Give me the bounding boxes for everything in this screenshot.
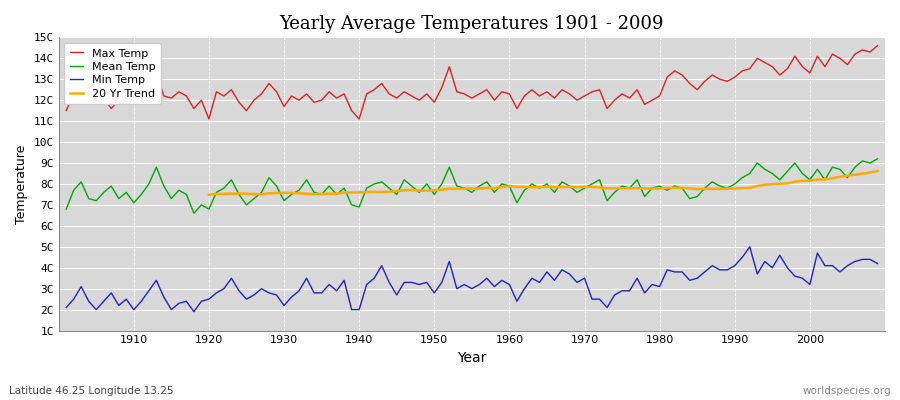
X-axis label: Year: Year (457, 351, 487, 365)
Max Temp (61, 108, 72, 113)
Text: Latitude 46.25 Longitude 13.25: Latitude 46.25 Longitude 13.25 (9, 386, 174, 396)
Mean Temp (511, 200, 522, 205)
Min Temp (338, 278, 349, 283)
20 Yr Trend (872, 169, 883, 174)
Legend: Max Temp, Mean Temp, Min Temp, 20 Yr Trend: Max Temp, Mean Temp, Min Temp, 20 Yr Tre… (64, 43, 161, 104)
Max Temp (293, 98, 304, 102)
Max Temp (602, 106, 613, 111)
Min Temp (188, 309, 199, 314)
Line: 20 Yr Trend: 20 Yr Trend (209, 171, 878, 195)
Y-axis label: Temperature: Temperature (15, 144, 28, 224)
Text: worldspecies.org: worldspecies.org (803, 386, 891, 396)
Max Temp (338, 92, 349, 96)
Mean Temp (188, 211, 199, 216)
Max Temp (511, 106, 522, 111)
Min Temp (872, 261, 883, 266)
Min Temp (602, 305, 613, 310)
Min Temp (121, 297, 131, 302)
Mean Temp (602, 198, 613, 203)
Mean Temp (61, 207, 72, 212)
Min Temp (504, 282, 515, 287)
20 Yr Trend (670, 185, 680, 190)
Max Temp (121, 94, 131, 98)
Mean Temp (293, 188, 304, 193)
20 Yr Trend (774, 181, 785, 186)
20 Yr Trend (842, 173, 853, 178)
Min Temp (744, 244, 755, 249)
20 Yr Trend (293, 191, 304, 196)
Max Temp (504, 92, 515, 96)
Min Temp (511, 299, 522, 304)
Min Temp (61, 305, 72, 310)
Title: Yearly Average Temperatures 1901 - 2009: Yearly Average Temperatures 1901 - 2009 (280, 15, 664, 33)
Min Temp (293, 288, 304, 293)
20 Yr Trend (760, 182, 770, 187)
20 Yr Trend (406, 188, 417, 192)
Line: Max Temp: Max Temp (67, 46, 878, 119)
Mean Temp (338, 186, 349, 190)
Line: Mean Temp: Mean Temp (67, 159, 878, 213)
Max Temp (203, 117, 214, 122)
Max Temp (872, 43, 883, 48)
20 Yr Trend (203, 192, 214, 197)
Line: Min Temp: Min Temp (67, 247, 878, 312)
Mean Temp (504, 184, 515, 188)
Mean Temp (872, 156, 883, 161)
Mean Temp (121, 190, 131, 195)
